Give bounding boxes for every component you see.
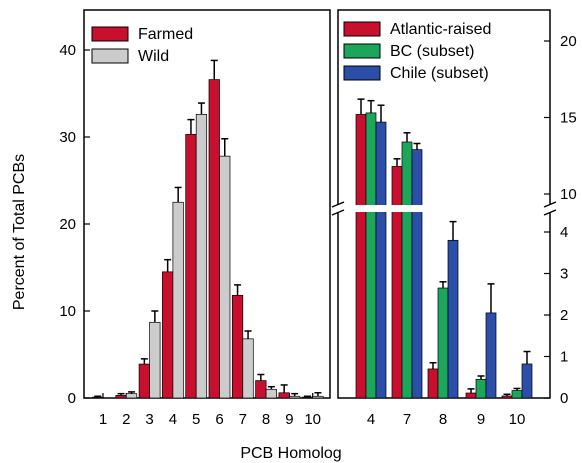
y-tick-label: 20 [59, 216, 76, 233]
bar-farmed-7 [231, 294, 244, 399]
bar-atlantic-raised-4 [355, 114, 367, 399]
x-tick-label: 7 [239, 411, 247, 428]
x-tick-label: 10 [509, 411, 526, 428]
axis-break-gap [334, 205, 554, 212]
y-tick-label: 3 [560, 266, 568, 283]
legend-swatch-bc-subset [343, 43, 381, 59]
bar-farmed-10 [301, 396, 314, 399]
bar-wild-2 [125, 393, 138, 399]
legend-label-chile-subset: Chile (subset) [390, 65, 489, 82]
bar-wild-5 [195, 114, 208, 399]
bar-wild-10 [312, 395, 324, 399]
x-tick-label: 7 [403, 411, 411, 428]
axis-break-mark [543, 209, 557, 216]
bar-wild-8 [265, 388, 277, 399]
bar-farmed-3 [138, 363, 150, 399]
bar-chile-subset-9 [485, 312, 497, 399]
bar-bc-subset-10 [511, 390, 523, 399]
bar-bc-subset-9 [475, 378, 487, 399]
bar-wild-9 [289, 395, 301, 399]
bar-atlantic-raised-10 [501, 395, 513, 399]
bar-farmed-1 [92, 396, 104, 399]
legend-swatch-farmed [91, 26, 129, 42]
bar-farmed-4 [162, 271, 174, 399]
y-tick-label: 10 [59, 303, 76, 320]
x-tick-label: 9 [477, 411, 485, 428]
x-tick-label: 6 [215, 411, 223, 428]
y-tick-label: 0 [68, 390, 76, 407]
bar-farmed-9 [278, 392, 290, 399]
bar-wild-3 [149, 321, 161, 399]
bar-bc-subset-4 [365, 112, 377, 399]
bar-farmed-2 [115, 395, 127, 399]
bar-chile-subset-7 [411, 149, 423, 399]
y-tick-label: 40 [59, 42, 76, 59]
legend-swatch-wild [91, 48, 129, 64]
x-tick-label: 2 [122, 411, 130, 428]
legend-swatch-atlantic-raised [343, 21, 381, 37]
x-tick-label: 5 [192, 411, 200, 428]
bar-chile-subset-4 [375, 121, 387, 399]
axis-break-mark [543, 201, 557, 208]
x-tick-label: 4 [169, 411, 177, 428]
y-tick-label: 2 [560, 307, 568, 324]
bar-bc-subset-8 [437, 287, 449, 399]
y-tick-label: 0 [560, 390, 568, 407]
y-tick-label: 1 [560, 349, 568, 366]
bar-bc-subset-7 [401, 141, 413, 399]
y-tick-label: 4 [560, 224, 568, 241]
bar-atlantic-raised-7 [391, 166, 403, 399]
bar-farmed-5 [185, 134, 197, 399]
y-tick-label: 30 [59, 129, 76, 146]
x-tick-label: 8 [262, 411, 270, 428]
x-tick-label: 3 [145, 411, 153, 428]
x-tick-label: 1 [99, 411, 107, 428]
axis-break-mark [331, 201, 345, 208]
axis-break-mark [331, 209, 345, 216]
bar-wild-4 [172, 201, 184, 399]
y-tick-label: 15 [560, 110, 577, 127]
x-tick-label: 10 [304, 411, 321, 428]
bar-chile-subset-8 [447, 239, 459, 399]
x-tick-label: 9 [285, 411, 293, 428]
bar-atlantic-raised-8 [427, 368, 439, 399]
x-tick-label: 8 [439, 411, 447, 428]
bar-wild-6 [219, 155, 231, 399]
legend-label-farmed: Farmed [138, 26, 193, 43]
y-tick-label: 10 [560, 186, 577, 203]
bar-atlantic-raised-9 [465, 392, 477, 399]
legend-swatch-chile-subset [343, 65, 381, 81]
y-axis-label: Percent of Total PCBs [11, 154, 28, 310]
x-tick-label: 4 [367, 411, 375, 428]
bar-wild-7 [242, 338, 254, 399]
legend-label-bc-subset: BC (subset) [390, 43, 474, 60]
x-axis-label: PCB Homolog [240, 445, 341, 462]
legend-label-atlantic-raised: Atlantic-raised [390, 21, 491, 38]
bar-farmed-8 [255, 380, 267, 399]
farmed-vs-wild-panel: 0 10 20 30 40 1 2 3 4 5 6 7 8 9 10 Farmed Wild [59, 9, 331, 428]
bar-farmed-6 [208, 79, 220, 399]
bar-chile-subset-10 [521, 363, 533, 399]
regional-subset-panel: 0 1 2 3 4 10 15 20 4 7 8 9 10 Atlantic-raised BC (subs… [331, 9, 577, 428]
y-tick-label: 20 [560, 33, 577, 50]
legend-label-wild: Wild [138, 48, 169, 65]
